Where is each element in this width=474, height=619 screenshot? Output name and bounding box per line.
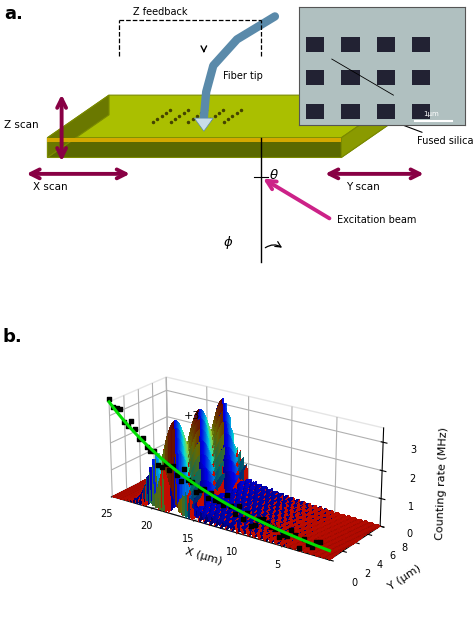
Polygon shape (47, 95, 403, 138)
Text: Z scan: Z scan (4, 120, 38, 130)
Text: $\theta$: $\theta$ (269, 168, 279, 182)
Text: Excitation beam: Excitation beam (337, 215, 416, 225)
Text: Z feedback: Z feedback (133, 7, 187, 17)
Polygon shape (47, 138, 341, 142)
Text: Fiber tip: Fiber tip (223, 71, 263, 80)
Text: $\phi$: $\phi$ (223, 234, 233, 251)
Text: X scan: X scan (33, 182, 68, 193)
Text: Gold film: Gold film (392, 104, 461, 126)
X-axis label: X (μm): X (μm) (183, 546, 223, 566)
Text: a.: a. (4, 5, 23, 23)
Polygon shape (47, 115, 403, 157)
Polygon shape (194, 118, 213, 131)
Y-axis label: Y (μm): Y (μm) (387, 563, 423, 592)
Text: b.: b. (2, 328, 22, 347)
Text: Fused silica: Fused silica (392, 121, 474, 146)
Text: Y scan: Y scan (346, 182, 380, 193)
Polygon shape (47, 95, 109, 157)
Polygon shape (341, 95, 403, 157)
